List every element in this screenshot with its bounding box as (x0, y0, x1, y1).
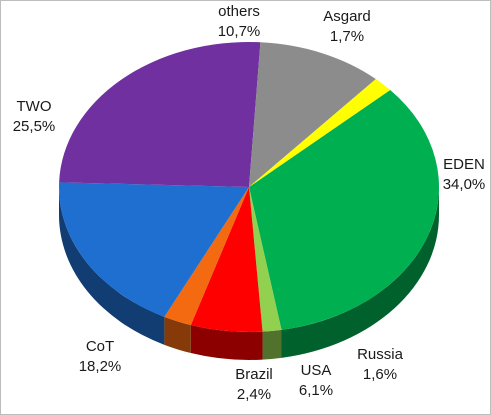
label-name-cot: CoT (86, 338, 114, 355)
label-asgard: Asgard 1,7% (323, 8, 371, 45)
label-name-asgard: Asgard (323, 8, 371, 25)
label-name-eden: EDEN (443, 156, 485, 173)
label-others: others 10,7% (218, 3, 261, 40)
pie-side-cot (59, 187, 165, 345)
pie-side-usa (190, 325, 263, 360)
label-two: TWO 25,5% (13, 98, 56, 135)
pie-slice-two (59, 42, 261, 188)
pie-slice-brazil (164, 187, 249, 326)
pie-slice-eden (249, 89, 440, 330)
pie-sides (59, 187, 440, 360)
label-name-two: TWO (17, 98, 52, 115)
pie-slice-asgard (249, 79, 391, 187)
label-value-cot: 18,2% (79, 358, 122, 375)
pie-side-russia (262, 329, 282, 360)
pie-slice-others (249, 42, 376, 187)
label-cot: CoT 18,2% (79, 338, 122, 375)
label-value-usa: 6,1% (299, 382, 333, 399)
label-name-usa: USA (301, 362, 332, 379)
label-eden: EDEN 34,0% (443, 156, 486, 193)
label-name-russia: Russia (357, 346, 404, 363)
pie-tops (58, 42, 440, 332)
label-russia: Russia 1,6% (357, 346, 404, 383)
label-value-two: 25,5% (13, 118, 56, 135)
label-brazil: Brazil 2,4% (235, 366, 273, 403)
pie-labels: EDEN 34,0% Russia 1,6% USA 6,1% Brazil 2,4% CoT 1… (13, 3, 486, 403)
label-value-brazil: 2,4% (237, 386, 271, 403)
pie-slice-cot (58, 182, 249, 317)
label-usa: USA 6,1% (299, 362, 333, 399)
pie-side-brazil (164, 316, 191, 354)
label-name-brazil: Brazil (235, 366, 273, 383)
label-value-russia: 1,6% (363, 366, 397, 383)
pie-slice-usa (190, 187, 263, 332)
label-name-others: others (218, 3, 260, 20)
pie-side-eden (281, 187, 440, 358)
label-value-asgard: 1,7% (330, 28, 364, 45)
pie-slice-russia (249, 187, 282, 332)
label-value-eden: 34,0% (443, 176, 486, 193)
label-value-others: 10,7% (218, 23, 261, 40)
